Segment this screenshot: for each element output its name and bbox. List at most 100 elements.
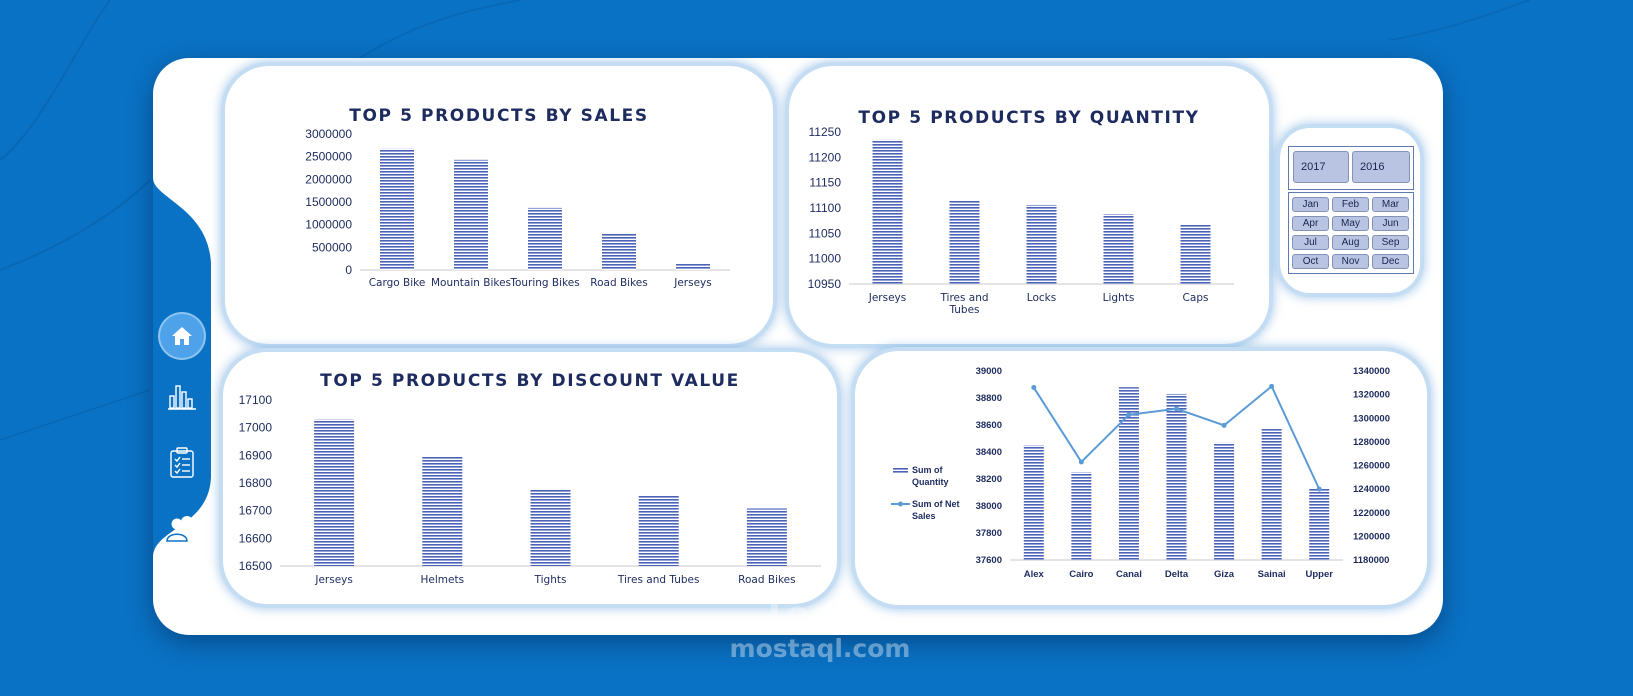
bar-chart-icon: [168, 385, 196, 410]
y-tick-label: 11100: [809, 201, 841, 215]
y2-tick-label: 1200000: [1353, 531, 1390, 542]
month-option[interactable]: Feb: [1332, 197, 1369, 212]
y-tick-label: 11150: [809, 176, 841, 190]
region-combo-chart-panel: 37600 37800 38000 38200 38400 38600 38800 39000…: [855, 351, 1427, 605]
y-tick-label: 16800: [239, 476, 273, 490]
chart-title: TOP 5 PRODUCTS BY DISCOUNT VALUE: [320, 371, 740, 391]
month-option[interactable]: Nov: [1332, 254, 1369, 269]
y-tick-label: 1000000: [305, 218, 352, 232]
bar: [380, 148, 414, 270]
y-tick-label: 11050: [809, 226, 842, 240]
y-tick-label: 11250: [809, 125, 842, 139]
month-option[interactable]: Jun: [1372, 216, 1409, 231]
y-tick-label: 17000: [239, 421, 273, 435]
month-option[interactable]: Apr: [1292, 216, 1329, 231]
y-tick-label: 2000000: [305, 172, 352, 186]
month-option[interactable]: Mar: [1372, 197, 1409, 212]
y-tick-label: 16900: [239, 448, 273, 462]
y-tick-label: 3000000: [305, 127, 352, 141]
discount-bar-chart: 16500 16600 16700 16800 16900 17000 17100 Jerse…: [239, 393, 821, 586]
sidebar-shape: [153, 178, 211, 558]
y-tick-label: 38400: [976, 447, 1002, 458]
line-point: [1031, 385, 1037, 391]
y-tick-label: 500000: [312, 240, 352, 254]
nav-home-button[interactable]: [160, 314, 204, 358]
x-tick-label: Tires and Tubes: [617, 574, 700, 586]
chart-title: TOP 5 PRODUCTS BY QUANTITY: [858, 108, 1200, 128]
nav-users-button[interactable]: [160, 506, 204, 550]
y-tick-label: 11200: [809, 150, 842, 164]
y2-tick-label: 1240000: [1353, 484, 1390, 495]
month-option[interactable]: Jul: [1292, 235, 1329, 250]
month-option[interactable]: Aug: [1332, 235, 1369, 250]
dashboard-card: TOP 5 PRODUCTS BY SALES 0 500000 1000000 15…: [153, 58, 1443, 635]
line-point: [1126, 412, 1132, 418]
x-tick-label: Jerseys: [673, 277, 712, 289]
y-tick-label: 10950: [808, 277, 842, 291]
x-tick-label: Helmets: [421, 574, 465, 586]
x-tick-label: Mountain Bikes: [431, 277, 511, 289]
x-tick-label: Upper: [1305, 569, 1333, 580]
bar: [454, 159, 488, 270]
y-tick-label: 37800: [976, 528, 1002, 539]
month-option[interactable]: May: [1332, 216, 1369, 231]
y2-tick-label: 1320000: [1353, 390, 1390, 401]
users-icon: [166, 516, 197, 542]
y-tick-label: 39000: [976, 366, 1002, 377]
nav-charts-button[interactable]: [160, 374, 204, 418]
bar: [1118, 387, 1139, 560]
x-tick-label: Delta: [1165, 569, 1189, 580]
month-option[interactable]: Oct: [1292, 254, 1329, 269]
y-tick-label: 1500000: [305, 195, 352, 209]
y2-tick-label: 1260000: [1353, 461, 1390, 472]
x-tick-label: Giza: [1214, 569, 1235, 580]
y2-tick-label: 1300000: [1353, 413, 1390, 424]
bar: [1103, 214, 1134, 284]
x-tick-label: Alex: [1024, 569, 1045, 580]
sales-chart-panel: TOP 5 PRODUCTS BY SALES 0 500000 1000000 15…: [225, 66, 773, 344]
y-tick-label: 38800: [976, 393, 1002, 404]
home-icon: [172, 327, 192, 345]
bar: [1023, 445, 1044, 560]
line-point: [1316, 486, 1322, 492]
bar: [1026, 204, 1057, 284]
bar: [1180, 224, 1211, 284]
x-tick-label: Road Bikes: [590, 277, 647, 289]
bar: [528, 207, 562, 270]
y-tick-label: 17100: [239, 393, 273, 407]
legend-swatch-bar: [893, 467, 908, 473]
date-filter-panel: 2017 2016 Jan Feb Mar Apr May Jun Jul Au…: [1280, 128, 1420, 293]
watermark-latin-text: mostaql.com: [729, 634, 911, 663]
x-tick-label: Cairo: [1069, 569, 1093, 580]
discount-chart-panel: TOP 5 PRODUCTS BY DISCOUNT VALUE 16500 16…: [223, 352, 837, 604]
x-tick-label: Jerseys: [314, 574, 353, 586]
y-tick-label: 16500: [239, 559, 273, 573]
quantity-chart-panel: TOP 5 PRODUCTS BY QUANTITY 10950 11000 110…: [789, 66, 1269, 344]
bar: [314, 419, 355, 566]
bar: [638, 496, 679, 566]
y-tick-label: 38000: [976, 501, 1002, 512]
x-tick-label: Canal: [1116, 569, 1142, 580]
nav-report-button[interactable]: [160, 441, 204, 485]
line-point: [1269, 383, 1275, 389]
legend-label: Sum of Quantity: [912, 465, 949, 487]
bar: [1309, 488, 1330, 560]
line-point: [1078, 459, 1084, 465]
year-option[interactable]: 2017: [1293, 151, 1349, 183]
watermark: مستقل mostaql.com: [700, 592, 940, 664]
month-slicer: Jan Feb Mar Apr May Jun Jul Aug Sep Oct …: [1288, 192, 1414, 274]
year-slicer: 2017 2016: [1288, 146, 1414, 190]
y-tick-label: 0: [345, 263, 352, 277]
y-tick-label: 38600: [976, 420, 1002, 431]
line-point: [1221, 422, 1227, 428]
month-option[interactable]: Dec: [1372, 254, 1409, 269]
year-option[interactable]: 2016: [1352, 151, 1410, 183]
month-option[interactable]: Sep: [1372, 235, 1409, 250]
y2-tick-label: 1340000: [1353, 366, 1390, 377]
bar: [1261, 429, 1282, 560]
sidebar-nav: [153, 176, 211, 542]
month-option[interactable]: Jan: [1292, 197, 1329, 212]
y-tick-label: 37600: [976, 555, 1002, 566]
bar: [676, 263, 710, 270]
